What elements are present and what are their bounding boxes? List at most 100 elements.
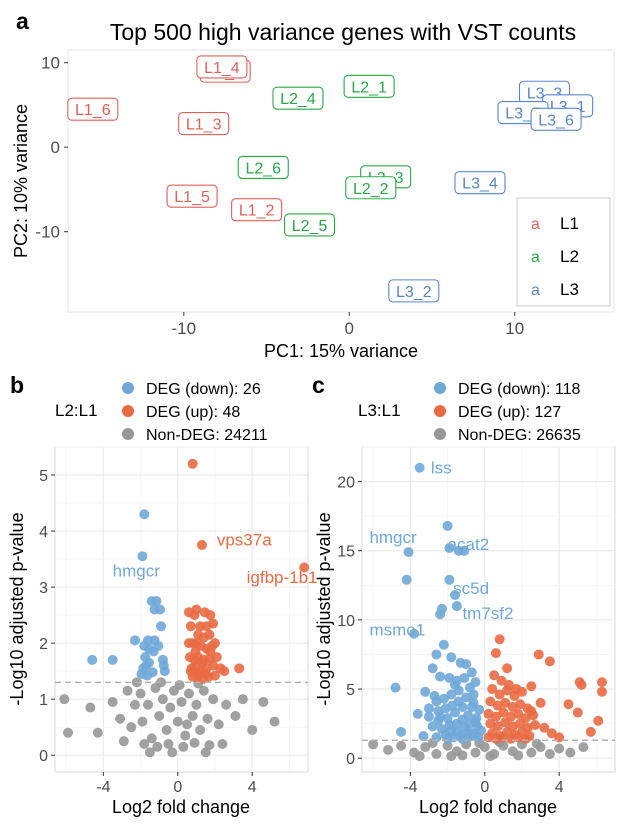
sample-label-text: L2_1 xyxy=(351,79,387,96)
sample-label-box xyxy=(178,111,230,136)
gene-label: hmgcr xyxy=(369,528,417,547)
point-deg-up xyxy=(490,733,501,744)
panel-label-a: a xyxy=(16,8,29,34)
point-deg-up xyxy=(544,656,555,667)
point-deg-down xyxy=(149,604,160,615)
point-deg-down xyxy=(438,639,449,650)
point-deg-down xyxy=(457,733,468,744)
point-non-deg xyxy=(182,719,193,730)
point-deg-down xyxy=(459,545,470,556)
point-deg-up xyxy=(596,686,607,697)
point-deg-up xyxy=(234,663,245,674)
volcano-b-y-axis-label: -Log10 adjusted p-value xyxy=(7,512,27,705)
point-non-deg xyxy=(200,747,211,758)
legend-key xyxy=(122,405,134,417)
point-non-deg xyxy=(183,688,194,699)
point-deg-down xyxy=(390,682,401,693)
point-deg-up xyxy=(208,618,219,629)
point-non-deg xyxy=(165,702,176,713)
point-deg-down xyxy=(442,733,453,744)
point-deg-down xyxy=(141,660,152,671)
point-non-deg xyxy=(269,716,280,727)
volcano-c-points xyxy=(362,462,615,762)
legend-label-l1: L1 xyxy=(560,214,579,233)
y-tick-label: 0 xyxy=(51,138,60,157)
legend-key xyxy=(434,405,446,417)
point-non-deg xyxy=(258,696,269,707)
point-non-deg xyxy=(531,738,542,749)
point-non-deg xyxy=(157,694,168,705)
volcano-b-axes: -4 0 4 0 1 2 3 4 5 xyxy=(39,446,308,796)
point-non-deg xyxy=(139,738,150,749)
sample-label-box xyxy=(284,213,336,237)
legend-key xyxy=(122,382,134,394)
point-deg-up xyxy=(485,696,496,707)
point-non-deg xyxy=(470,747,481,758)
point-non-deg xyxy=(180,730,191,741)
point-deg-up xyxy=(487,684,498,695)
point-deg-down xyxy=(158,660,169,671)
point-non-deg xyxy=(178,741,189,752)
point-non-deg xyxy=(144,747,155,758)
volcano-b-x-axis-label: Log2 fold change xyxy=(112,797,250,817)
point-deg-up xyxy=(494,689,505,700)
point-deg-down xyxy=(450,589,461,600)
point-deg-up xyxy=(492,721,503,732)
sample-label-box xyxy=(454,171,506,195)
volcano-b-gene-labels: hmgcr vps37a igfbp-1b1 xyxy=(113,530,318,587)
volcano-c-gene-labels: lss hmgcr acat2 sc5d tm7sf2 msmo1 xyxy=(369,459,513,640)
point-deg-down xyxy=(396,726,407,737)
x-tick-label: 4 xyxy=(248,779,257,796)
legend-key xyxy=(434,382,446,394)
point-deg-up xyxy=(204,629,215,640)
gene-label: hmgcr xyxy=(113,561,161,580)
point-deg-up xyxy=(596,677,607,688)
point-non-deg xyxy=(191,699,202,710)
point-deg-down xyxy=(420,686,431,697)
point-non-deg xyxy=(442,740,453,751)
volcano-b-legend: DEG (down): 26 DEG (up): 48 Non-DEG: 24211 xyxy=(122,381,268,444)
point-non-deg xyxy=(446,751,457,762)
point-deg-up xyxy=(189,610,200,621)
point-non-deg xyxy=(85,702,96,713)
point-deg-up xyxy=(200,668,211,679)
point-deg-down xyxy=(453,685,464,696)
legend-label: Non-DEG: 26635 xyxy=(458,427,581,444)
legend-label: DEG (up): 48 xyxy=(146,404,240,421)
point-deg-up xyxy=(546,728,557,739)
point-deg-up xyxy=(515,699,526,710)
sample-label-l1-2: L1_2 xyxy=(231,198,283,222)
sample-label-text: L3_4 xyxy=(462,176,498,193)
point-non-deg xyxy=(578,742,589,753)
legend-box xyxy=(516,197,611,307)
point-non-deg xyxy=(237,694,248,705)
point-deg-up xyxy=(500,697,511,708)
point-non-deg xyxy=(202,713,213,724)
point-non-deg xyxy=(431,749,442,760)
point-non-deg xyxy=(126,722,137,733)
point-deg-up xyxy=(520,733,531,744)
point-deg-down xyxy=(418,731,429,742)
point-deg-down xyxy=(468,689,479,700)
point-non-deg xyxy=(457,750,468,761)
point-deg-up xyxy=(535,697,546,708)
sample-label-l1-5: L1_5 xyxy=(166,184,218,208)
legend-label: DEG (down): 26 xyxy=(146,381,261,398)
point-deg-up xyxy=(489,670,500,681)
pca-x-axis-label: PC1: 15% variance xyxy=(264,341,418,361)
y-tick-label: 10 xyxy=(337,613,355,630)
panel-label-b: b xyxy=(10,372,24,398)
point-non-deg xyxy=(213,719,224,730)
point-deg-up xyxy=(513,708,524,719)
legend-label: DEG (up): 127 xyxy=(458,404,561,421)
point-deg-up xyxy=(490,711,501,722)
point-non-deg xyxy=(247,724,258,735)
gene-label: lss xyxy=(431,459,452,478)
point-deg-up xyxy=(503,679,514,690)
x-tick-label: 0 xyxy=(173,779,182,796)
point-non-deg xyxy=(137,716,148,727)
x-tick-label: -4 xyxy=(96,779,110,796)
sample-label-l2-2: L2_2 xyxy=(345,176,397,200)
y-tick-label: 5 xyxy=(39,468,48,485)
panel-b-volcano-l2-l1: b L2:L1 DEG (down): 26 DEG (up): 48 Non-DE… xyxy=(7,372,318,817)
